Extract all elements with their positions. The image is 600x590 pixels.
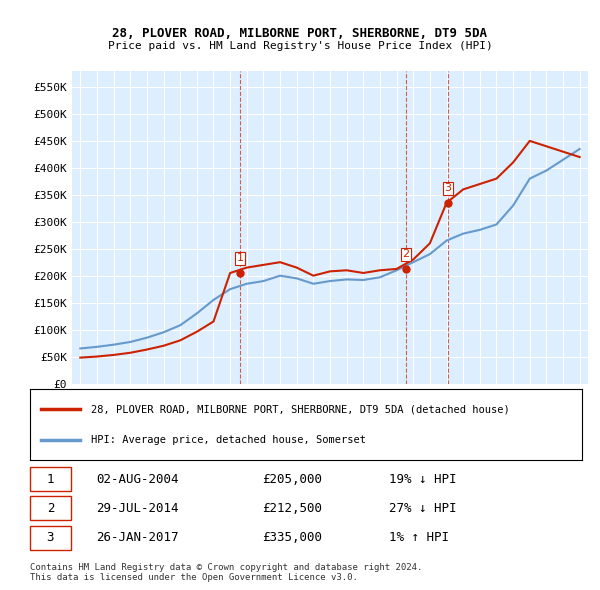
Text: 1: 1 xyxy=(47,473,54,486)
Text: 2: 2 xyxy=(403,249,410,259)
Text: This data is licensed under the Open Government Licence v3.0.: This data is licensed under the Open Gov… xyxy=(30,573,358,582)
FancyBboxPatch shape xyxy=(30,467,71,491)
Text: 3: 3 xyxy=(47,531,54,544)
Text: 28, PLOVER ROAD, MILBORNE PORT, SHERBORNE, DT9 5DA (detached house): 28, PLOVER ROAD, MILBORNE PORT, SHERBORN… xyxy=(91,404,509,414)
Text: HPI: Average price, detached house, Somerset: HPI: Average price, detached house, Some… xyxy=(91,435,366,445)
Text: Contains HM Land Registry data © Crown copyright and database right 2024.: Contains HM Land Registry data © Crown c… xyxy=(30,563,422,572)
Text: 28, PLOVER ROAD, MILBORNE PORT, SHERBORNE, DT9 5DA: 28, PLOVER ROAD, MILBORNE PORT, SHERBORN… xyxy=(113,27,487,40)
Text: £335,000: £335,000 xyxy=(262,531,322,544)
Text: 1: 1 xyxy=(236,253,244,263)
Text: 26-JAN-2017: 26-JAN-2017 xyxy=(96,531,179,544)
FancyBboxPatch shape xyxy=(30,526,71,550)
Text: 27% ↓ HPI: 27% ↓ HPI xyxy=(389,502,457,515)
Text: 2: 2 xyxy=(47,502,54,515)
Text: 19% ↓ HPI: 19% ↓ HPI xyxy=(389,473,457,486)
Text: 02-AUG-2004: 02-AUG-2004 xyxy=(96,473,179,486)
Text: 3: 3 xyxy=(444,183,451,193)
FancyBboxPatch shape xyxy=(30,496,71,520)
Text: 1% ↑ HPI: 1% ↑ HPI xyxy=(389,531,449,544)
Text: Price paid vs. HM Land Registry's House Price Index (HPI): Price paid vs. HM Land Registry's House … xyxy=(107,41,493,51)
Text: 29-JUL-2014: 29-JUL-2014 xyxy=(96,502,179,515)
Text: £205,000: £205,000 xyxy=(262,473,322,486)
Text: £212,500: £212,500 xyxy=(262,502,322,515)
